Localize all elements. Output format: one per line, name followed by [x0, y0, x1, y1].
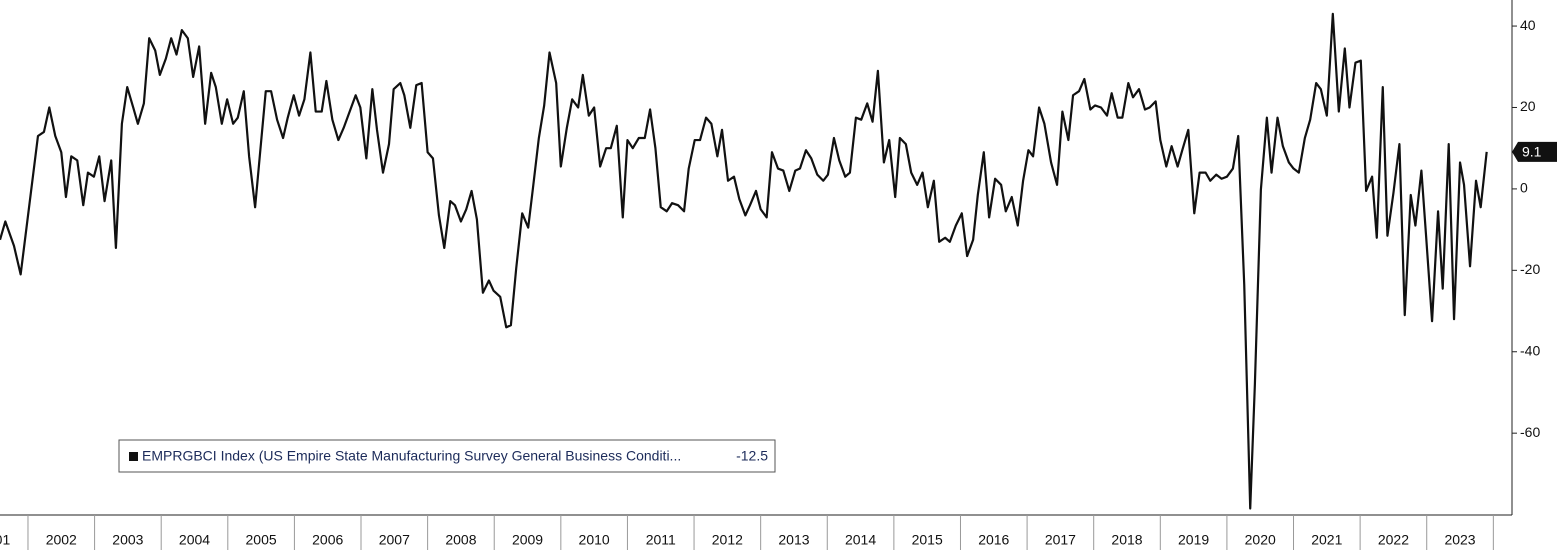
last-value-label: 9.1 [1522, 144, 1542, 160]
x-tick-label: 2019 [1178, 532, 1209, 548]
x-tick-label: 2015 [912, 532, 943, 548]
last-value-tag [1512, 141, 1557, 162]
legend: EMPRGBCI Index (US Empire State Manufact… [118, 439, 776, 473]
x-tick-label: 2013 [778, 532, 809, 548]
x-tick-label: 2003 [112, 532, 143, 548]
x-tick-label: 2007 [379, 532, 410, 548]
y-tick-label: 0 [1520, 180, 1528, 196]
legend-label: EMPRGBCI Index (US Empire State Manufact… [142, 448, 681, 464]
x-tick-label: 2002 [46, 532, 77, 548]
x-tick-label: 2012 [712, 532, 743, 548]
series-line [0, 12, 1488, 510]
x-tick-label: 2014 [845, 532, 876, 548]
x-tick-label: 2009 [512, 532, 543, 548]
x-tick-label: 2022 [1378, 532, 1409, 548]
y-tick-label: 20 [1520, 98, 1536, 114]
y-tick-label: 40 [1520, 17, 1536, 33]
x-tick-label: 2008 [445, 532, 476, 548]
y-tick-label: -20 [1520, 261, 1540, 277]
legend-swatch [129, 452, 138, 461]
x-tick-label: 2005 [246, 532, 277, 548]
x-tick-label: 2011 [646, 532, 676, 548]
x-tick-label: 2020 [1245, 532, 1276, 548]
x-tick-label: 2004 [179, 532, 210, 548]
x-tick-label: 2021 [1311, 532, 1342, 548]
legend-value: -12.5 [736, 448, 768, 464]
legend-box [118, 439, 776, 473]
y-tick-label: -40 [1520, 342, 1540, 358]
x-tick-label: 2023 [1444, 532, 1475, 548]
x-tick-label: 2001 [0, 532, 10, 548]
x-tick-label: 2006 [312, 532, 343, 548]
x-tick-label: 2010 [579, 532, 610, 548]
x-tick-label: 2017 [1045, 532, 1076, 548]
x-tick-label: 2016 [978, 532, 1009, 548]
y-tick-label: -60 [1520, 424, 1540, 440]
x-tick-label: 2018 [1111, 532, 1142, 548]
